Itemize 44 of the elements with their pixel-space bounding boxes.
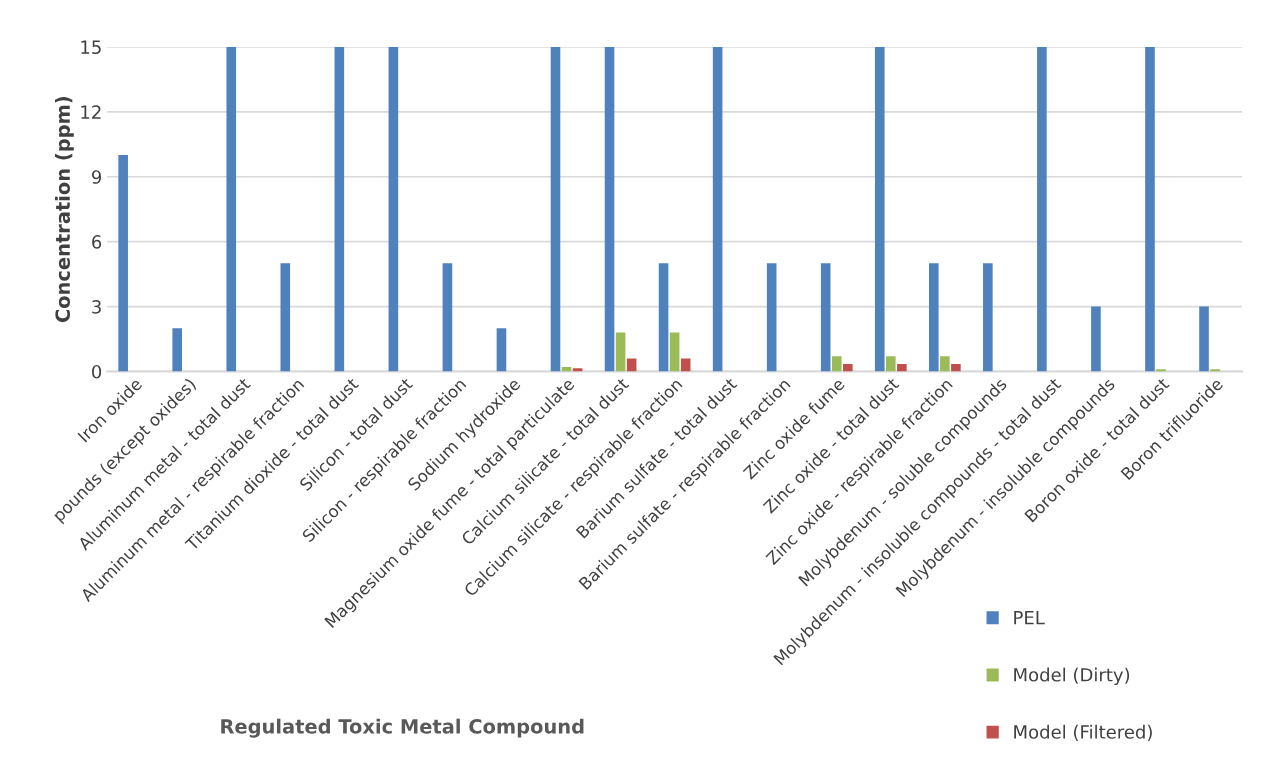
bar (951, 363, 961, 372)
bar (1210, 369, 1220, 372)
legend-label: Model (Dirty) (1014, 667, 1130, 686)
bar (550, 46, 561, 372)
bar (615, 332, 626, 372)
bar (831, 356, 842, 372)
bar (766, 263, 777, 372)
bar (1199, 306, 1209, 372)
y-tick-label: 3 (92, 300, 101, 314)
bar (897, 363, 907, 372)
bar (172, 328, 182, 372)
bar (1037, 46, 1047, 372)
bar (1145, 46, 1155, 372)
bar (118, 155, 128, 372)
legend-label: PEL (1014, 610, 1045, 625)
bar (226, 46, 237, 372)
y-tick-label: 0 (92, 364, 102, 379)
bar (886, 356, 896, 372)
bar (669, 332, 680, 372)
bar (280, 263, 291, 372)
bar (658, 263, 669, 372)
y-tick-label: 12 (81, 105, 101, 119)
bar (680, 358, 691, 372)
bar (874, 46, 885, 372)
bar (983, 263, 993, 372)
x-axis-title: Regulated Toxic Metal Compound (221, 718, 584, 738)
bar (626, 358, 637, 372)
y-axis-title: Concentration (ppm) (54, 96, 74, 323)
bar (442, 263, 453, 372)
y-tick-label: 9 (91, 170, 102, 184)
bar (334, 46, 345, 372)
bar (843, 363, 853, 372)
bar (496, 328, 507, 372)
bar (929, 263, 939, 372)
y-tick-label: 6 (92, 235, 102, 249)
bar (604, 46, 615, 372)
legend-label: Model (Filtered) (1014, 724, 1152, 741)
bar (820, 263, 831, 372)
bar (388, 46, 399, 372)
y-tick-label: 15 (81, 40, 101, 55)
bar (940, 356, 950, 372)
bar (1091, 306, 1101, 372)
bar (712, 46, 723, 372)
bar (1156, 369, 1166, 372)
